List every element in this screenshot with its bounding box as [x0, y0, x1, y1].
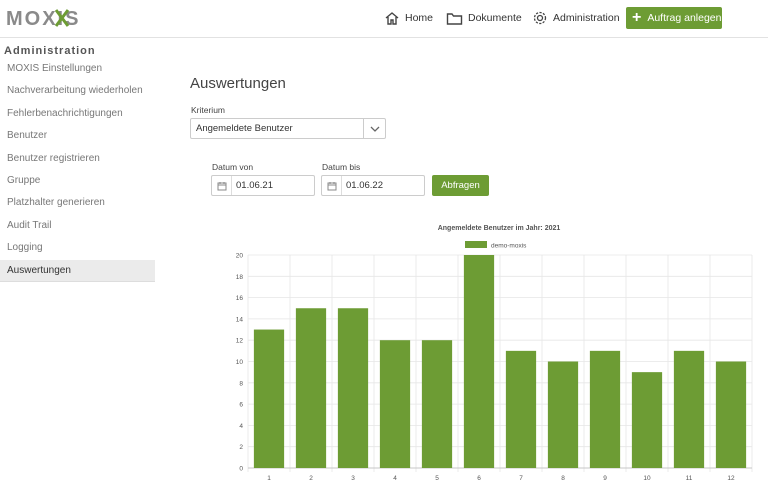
y-tick-label: 12: [236, 338, 244, 345]
chevron-down-icon[interactable]: [363, 119, 385, 138]
date-to-field[interactable]: 01.06.22: [321, 175, 425, 196]
nav-home-label: Home: [405, 12, 434, 24]
create-order-label: Auftrag anlegen: [647, 12, 722, 24]
sidebar-item-moxis-einstellungen[interactable]: MOXIS Einstellungen: [7, 63, 103, 74]
create-order-button[interactable]: + Auftrag anlegen: [626, 7, 722, 29]
sidebar-item-benutzer-registrieren[interactable]: Benutzer registrieren: [7, 152, 100, 164]
plus-icon: +: [632, 9, 642, 26]
query-button[interactable]: Abfragen: [432, 175, 489, 196]
sidebar-item-benutzer[interactable]: Benutzer: [7, 130, 48, 142]
x-tick-label: 7: [519, 475, 523, 482]
nav-dokumente[interactable]: Dokumente: [446, 8, 522, 28]
sidebar-item-auswertungen[interactable]: Auswertungen: [0, 259, 155, 282]
criterion-select[interactable]: Angemeldete Benutzer: [190, 118, 386, 139]
legend-label: demo-moxis: [491, 243, 527, 250]
bar-4[interactable]: [379, 340, 411, 468]
x-tick-label: 9: [603, 475, 607, 482]
folder-icon: [446, 12, 463, 25]
y-tick-label: 18: [236, 274, 244, 281]
bar-11[interactable]: [673, 350, 705, 468]
nav-home[interactable]: Home: [384, 8, 433, 28]
y-tick-label: 14: [236, 316, 244, 323]
bar-2[interactable]: [295, 308, 327, 468]
y-tick-label: 0: [239, 466, 243, 473]
bar-8[interactable]: [547, 361, 579, 469]
x-tick-label: 3: [351, 475, 355, 482]
x-tick-label: 8: [561, 475, 565, 482]
sidebar: Administration MOXIS Einstellungen Nachv…: [0, 44, 155, 282]
criterion-label: Kriterium: [191, 105, 226, 115]
sidebar-item-platzhalter[interactable]: Platzhalter generieren: [7, 197, 105, 209]
top-bar: MOXIS Home Dokumente Administration + Au…: [0, 0, 768, 38]
x-tick-label: 5: [435, 475, 439, 482]
sidebar-item-nachverarbeitung[interactable]: Nachverarbeitung wiederholen: [7, 85, 143, 97]
y-tick-label: 20: [236, 253, 244, 260]
nav-administration-label: Administration: [553, 12, 620, 24]
bar-5[interactable]: [421, 340, 453, 468]
sidebar-item-logging[interactable]: Logging: [7, 242, 43, 254]
bar-chart: Angemeldete Benutzer im Jahr: 2021 demo-…: [236, 225, 753, 482]
y-tick-label: 2: [239, 444, 243, 451]
x-tick-label: 1: [267, 475, 271, 482]
x-tick-label: 10: [643, 475, 651, 482]
x-tick-label: 12: [727, 475, 735, 482]
bar-9[interactable]: [589, 350, 621, 468]
x-tick-label: 11: [686, 475, 693, 482]
svg-text:MOXIS: MOXIS: [6, 8, 80, 30]
calendar-icon[interactable]: [322, 176, 342, 195]
gear-icon: [533, 11, 547, 25]
bar-1[interactable]: [253, 329, 285, 468]
calendar-icon[interactable]: [212, 176, 232, 195]
y-tick-label: 6: [239, 402, 243, 409]
sidebar-title: Administration: [4, 45, 96, 57]
y-tick-label: 8: [239, 380, 243, 387]
home-icon: [385, 11, 399, 25]
y-tick-label: 16: [236, 295, 244, 302]
bar-6[interactable]: [463, 255, 495, 468]
logo-text: MOXIS: [6, 8, 80, 30]
nav-dokumente-label: Dokumente: [468, 12, 522, 24]
criterion-value: Angemeldete Benutzer: [196, 123, 293, 134]
x-tick-label: 6: [477, 475, 481, 482]
date-from-label: Datum von: [212, 162, 254, 172]
bar-7[interactable]: [505, 350, 537, 468]
legend-swatch: [465, 241, 487, 248]
bar-3[interactable]: [337, 308, 369, 468]
sidebar-item-audit-trail[interactable]: Audit Trail: [7, 219, 52, 231]
bar-10[interactable]: [631, 372, 663, 468]
date-to-label: Datum bis: [322, 162, 361, 172]
x-tick-label: 2: [309, 475, 313, 482]
date-from-field[interactable]: 01.06.21: [211, 175, 315, 196]
y-tick-label: 10: [236, 359, 244, 366]
sidebar-item-gruppe[interactable]: Gruppe: [7, 174, 41, 186]
nav-administration[interactable]: Administration: [532, 8, 620, 28]
x-tick-label: 4: [393, 475, 397, 482]
y-tick-label: 4: [239, 423, 243, 430]
chart-title: Angemeldete Benutzer im Jahr: 2021: [438, 225, 561, 232]
bar-12[interactable]: [715, 361, 747, 469]
moxis-logo[interactable]: MOXIS: [6, 6, 86, 30]
sidebar-item-fehlerbenachrichtigungen[interactable]: Fehlerbenachrichtigungen: [7, 107, 123, 119]
page-title: Auswertungen: [190, 75, 286, 92]
date-from-value: 01.06.21: [236, 180, 273, 191]
date-to-value: 01.06.22: [346, 180, 383, 191]
